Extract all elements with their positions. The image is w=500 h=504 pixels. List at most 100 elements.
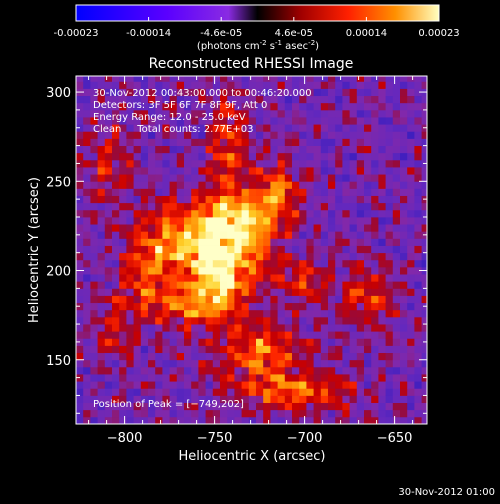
heatmap-cell [212, 152, 221, 161]
heatmap-cell [356, 295, 365, 304]
heatmap-cell [270, 138, 278, 146]
heatmap-cell [277, 288, 286, 296]
heatmap-cell [176, 381, 185, 389]
heatmap-cell [263, 309, 271, 318]
heatmap-cell [284, 124, 293, 132]
heatmap-cell [385, 138, 394, 146]
heatmap-cell [83, 124, 91, 132]
heatmap-cell [392, 309, 401, 318]
heatmap-cell [306, 209, 314, 218]
heatmap-cell [364, 131, 372, 139]
heatmap-cell [400, 309, 408, 318]
heatmap-cell [385, 266, 394, 275]
heatmap-cell [112, 402, 120, 411]
heatmap-cell [112, 145, 120, 154]
heatmap-cell [400, 324, 408, 332]
heatmap-cell [371, 174, 379, 182]
heatmap-cell [320, 202, 329, 211]
heatmap-cell [277, 76, 286, 82]
heatmap-cell [292, 374, 300, 382]
heatmap-cell [263, 281, 271, 289]
heatmap-cell [162, 224, 170, 232]
heatmap-cell [335, 117, 343, 125]
heatmap-cell [349, 216, 358, 225]
heatmap-cell [83, 209, 91, 218]
heatmap-cell [414, 331, 422, 339]
heatmap-cell [227, 95, 235, 104]
heatmap-cell [191, 131, 199, 139]
heatmap-cell [241, 288, 250, 296]
heatmap-cell [248, 345, 257, 354]
heatmap-cell [356, 395, 365, 403]
heatmap-cell [400, 76, 408, 82]
heatmap-cell [306, 295, 314, 304]
heatmap-cell [400, 359, 408, 368]
heatmap-cell [112, 316, 120, 325]
heatmap-cell [248, 138, 257, 146]
heatmap-cell [306, 88, 314, 97]
heatmap-cell [299, 209, 307, 218]
heatmap-cell [292, 266, 300, 275]
heatmap-cell [133, 324, 142, 332]
heatmap-cell [342, 231, 350, 239]
heatmap-cell [328, 145, 336, 154]
heatmap-cell [414, 374, 422, 382]
heatmap-cell [256, 388, 264, 396]
heatmap-cell [328, 331, 336, 339]
heatmap-cell [126, 359, 134, 368]
heatmap-cell [414, 81, 422, 89]
heatmap-cell [277, 338, 286, 346]
heatmap-cell [378, 245, 386, 254]
heatmap-cell [364, 359, 372, 368]
heatmap-cell [220, 359, 228, 368]
heatmap-cell [313, 209, 322, 218]
heatmap-cell [385, 95, 394, 104]
heatmap-cell [140, 245, 149, 254]
heatmap-cell [248, 145, 257, 154]
heatmap-cell [392, 316, 401, 325]
heatmap-cell [140, 295, 149, 304]
heatmap-cell [169, 281, 178, 289]
heatmap-cell [97, 409, 106, 418]
heatmap-cell [227, 245, 235, 254]
heatmap-cell [112, 331, 120, 339]
heatmap-cell [104, 259, 113, 268]
heatmap-cell [104, 388, 113, 396]
heatmap-cell [385, 324, 394, 332]
heatmap-cell [392, 216, 401, 225]
heatmap-cell [335, 395, 343, 403]
heatmap-cell [220, 224, 228, 232]
heatmap-cell [421, 76, 427, 82]
heatmap-cell [76, 416, 84, 424]
heatmap-cell [198, 131, 206, 139]
heatmap-cell [191, 409, 199, 418]
heatmap-cell [256, 245, 264, 254]
heatmap-cell [198, 295, 206, 304]
heatmap-cell [385, 416, 394, 424]
heatmap-cell [205, 167, 214, 175]
heatmap-cell [292, 188, 300, 196]
heatmap-cell [212, 145, 221, 154]
heatmap-cell [277, 316, 286, 325]
heatmap-cell [299, 409, 307, 418]
heatmap-cell [284, 224, 293, 232]
heatmap-cell [191, 352, 199, 361]
heatmap-cell [356, 331, 365, 339]
heatmap-cell [90, 281, 98, 289]
heatmap-cell [205, 345, 214, 354]
heatmap-cell [155, 295, 163, 304]
heatmap-cell [256, 302, 264, 311]
heatmap-cell [198, 216, 206, 225]
heatmap-cell [284, 88, 293, 97]
heatmap-cell [126, 274, 134, 282]
heatmap-cell [284, 131, 293, 139]
heatmap-cell [205, 202, 214, 211]
heatmap-cell [176, 181, 185, 189]
heatmap-cell [270, 231, 278, 239]
heatmap-cell [320, 252, 329, 261]
heatmap-cell [299, 167, 307, 175]
heatmap-cell [313, 152, 322, 161]
heatmap-cell [104, 324, 113, 332]
heatmap-cell [320, 402, 329, 411]
heatmap-cell [256, 138, 264, 146]
